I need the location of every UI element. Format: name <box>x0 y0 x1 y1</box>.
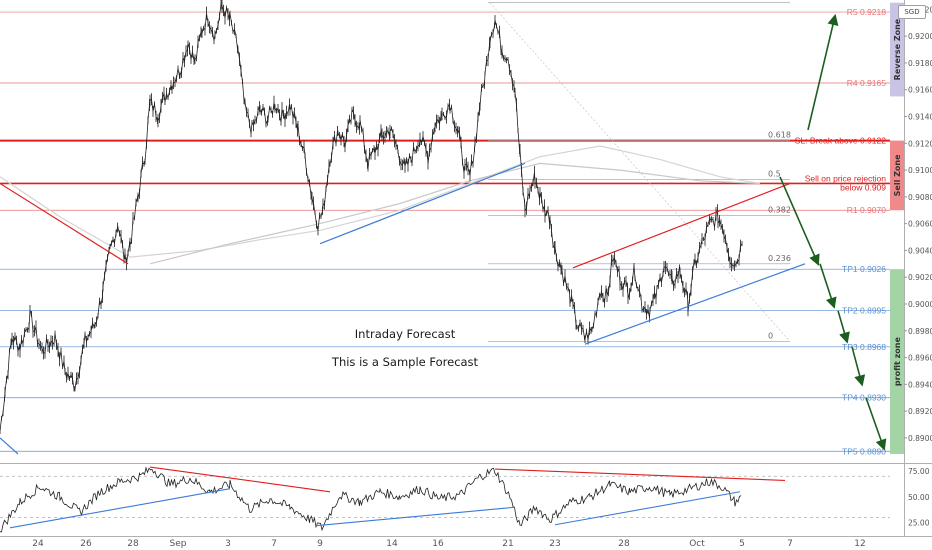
price-level-label: R5 0.9218 <box>847 7 886 17</box>
price-level-label: TP1 0.9026 <box>842 264 886 274</box>
fib-level-label: 0.618 <box>768 131 791 140</box>
trendline <box>319 162 526 245</box>
price-series <box>0 0 743 435</box>
trendline <box>0 437 19 455</box>
forecast-arrow <box>779 176 820 266</box>
fib-level-label: 0.382 <box>768 206 791 215</box>
x-tick-label: 12 <box>854 539 865 549</box>
price-level-label: TP4 0.8930 <box>842 393 886 403</box>
x-tick-label: 5 <box>739 539 745 549</box>
x-tick-label: 21 <box>502 539 513 549</box>
zone-band <box>890 2 904 97</box>
forecast-arrow <box>837 310 850 344</box>
x-tick-label: Sep <box>170 539 187 549</box>
forecast-arrows <box>779 13 887 451</box>
x-tick-label: 26 <box>80 539 92 549</box>
price-level-label: below 0.909 <box>840 182 886 192</box>
trendline <box>572 182 791 269</box>
forecast-subtitle: This is a Sample Forecast <box>331 355 479 369</box>
forecast-arrow <box>865 397 887 451</box>
rsi-trendline <box>554 491 741 526</box>
rsi-trendline <box>9 488 231 529</box>
zone-band <box>890 140 904 211</box>
price-level-label: R4 0.9165 <box>847 78 886 88</box>
fib-level-label: 0.5 <box>768 169 781 178</box>
y-tick-label: 0.92000 <box>908 32 932 41</box>
zone-bars: Reverse Zone Sell Zone profit zone <box>890 2 904 454</box>
x-tick-label: 28 <box>127 539 139 549</box>
x-tick-label: 28 <box>618 539 630 549</box>
fib-level-label: 0 <box>768 331 773 340</box>
price-level-label: TP3 0.8968 <box>842 342 886 352</box>
price-level-label: TP2 0.8995 <box>842 306 886 316</box>
price-level-label: SL: Break above 0.9122 <box>795 136 886 146</box>
x-tick-label: 23 <box>549 539 560 549</box>
price-level-label: R1 0.9070 <box>847 205 886 215</box>
x-tick-label: 7 <box>787 539 793 549</box>
rsi-tick-label: 75.00 <box>908 467 930 476</box>
x-tick-label: 9 <box>317 539 323 549</box>
moving-average-line <box>149 162 761 265</box>
zone-band <box>890 269 904 454</box>
price-levels: R5 0.9218 R4 0.9165 SL: Break above 0.9122… <box>0 0 890 456</box>
forecast-title: Intraday Forecast <box>355 327 456 341</box>
rsi-trendline <box>314 506 516 527</box>
fib-level-label: 1 <box>768 0 773 2</box>
x-tick-label: Oct <box>689 539 705 549</box>
forecast-arrow <box>851 346 866 387</box>
rsi-line <box>0 466 742 533</box>
trendline <box>584 263 806 345</box>
zone-label: Reverse Zone <box>893 18 902 80</box>
rsi-trendline <box>149 466 331 493</box>
trendline <box>0 182 129 265</box>
currency-badge[interactable]: SGD <box>898 5 926 19</box>
forecast-arrow <box>819 263 837 309</box>
moving-average-line <box>0 145 761 258</box>
price-level-label: Sell on price rejection <box>805 173 887 183</box>
fib-level-label: 0.236 <box>768 254 791 263</box>
zone-label: Sell Zone <box>893 154 902 196</box>
rsi-panel <box>0 466 890 533</box>
x-tick-label: 7 <box>271 539 277 549</box>
price-line <box>0 3 743 432</box>
rsi-trendline <box>494 468 786 481</box>
x-tick-label: 3 <box>225 539 231 549</box>
rsi-tick-label: 25.00 <box>908 519 930 528</box>
zone-label: profit zone <box>893 337 902 387</box>
price-level-label: TP5 0.8890 <box>842 446 886 456</box>
x-tick-label: 16 <box>432 539 444 549</box>
x-tick-label: 14 <box>386 539 398 549</box>
forecast-arrow <box>807 13 839 131</box>
moving-averages <box>0 145 761 265</box>
rsi-tick-label: 50.00 <box>908 493 930 502</box>
x-tick-label: 24 <box>32 539 44 549</box>
fib-diagonal <box>489 2 791 342</box>
trendlines <box>0 162 806 455</box>
